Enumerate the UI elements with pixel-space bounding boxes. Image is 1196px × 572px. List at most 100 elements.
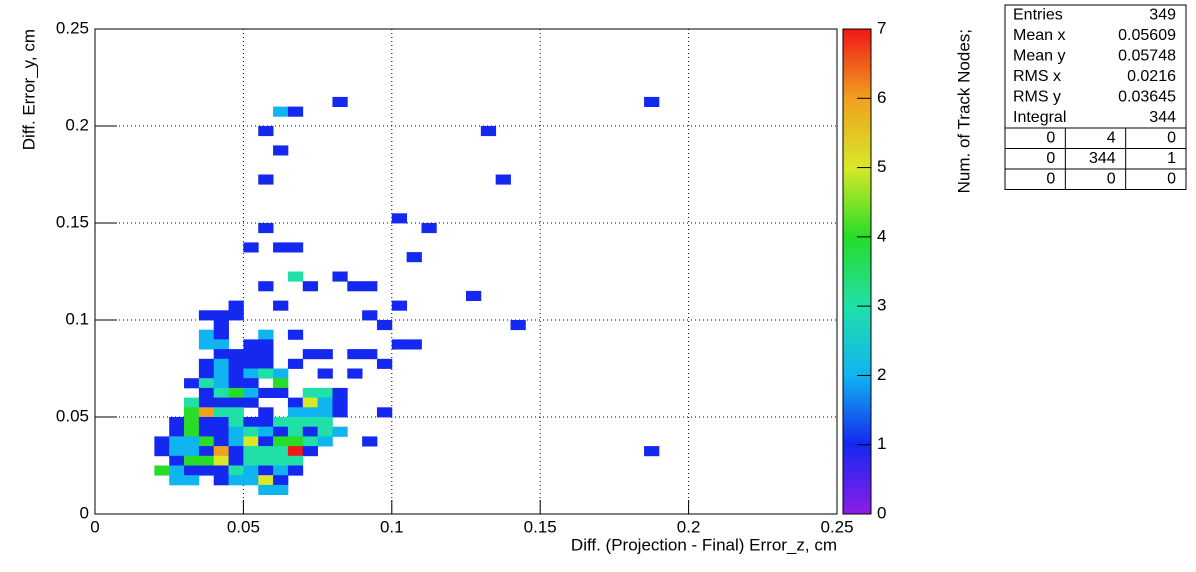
- heatmap-cell: [287, 329, 304, 340]
- heatmap-cell: [287, 407, 304, 418]
- heatmap-cell: [228, 358, 244, 369]
- heatmap-cell: [198, 329, 215, 340]
- heatmap-cell: [287, 426, 304, 437]
- heatmap-cell: [213, 368, 229, 379]
- heatmap-cell: [243, 446, 259, 457]
- heatmap-cell: [273, 426, 289, 437]
- z-tick-label: 2: [877, 365, 886, 384]
- heatmap-cell: [243, 426, 259, 437]
- heatmap-cell: [228, 475, 244, 486]
- heatmap-cell: [362, 281, 378, 292]
- heatmap-cell: [169, 417, 185, 428]
- x-axis-title: Diff. (Projection - Final) Error_z, cm: [571, 535, 837, 554]
- heatmap-cell: [228, 446, 244, 457]
- heatmap-cell: [213, 455, 229, 466]
- heatmap-cell: [228, 310, 244, 321]
- heatmap-cell: [184, 465, 200, 476]
- heatmap-cell: [273, 106, 289, 117]
- stats-cell: 0: [1107, 170, 1116, 187]
- heatmap-cell: [287, 106, 304, 117]
- stats-box: [1004, 4, 1187, 190]
- heatmap-cell: [273, 368, 289, 379]
- stats-value: 344: [1149, 109, 1176, 126]
- heatmap-cell: [258, 465, 274, 476]
- stats-cell: 1: [1167, 150, 1176, 167]
- heatmap-cell: [287, 242, 304, 253]
- heatmap-cell: [273, 465, 289, 476]
- stats-value: 0.05748: [1118, 47, 1176, 64]
- heatmap-cell: [273, 387, 289, 398]
- heatmap-cell: [421, 223, 437, 234]
- heatmap-cell: [258, 339, 274, 350]
- heatmap-cell: [287, 455, 304, 466]
- heatmap-cell: [228, 387, 244, 398]
- y-tick-label: 0.05: [56, 406, 89, 425]
- heatmap-cell: [213, 387, 229, 398]
- heatmap-cell: [243, 349, 259, 360]
- stats-value: 349: [1149, 6, 1176, 23]
- heatmap-cell: [362, 349, 378, 360]
- heatmap-cell: [273, 436, 289, 447]
- heatmap-cell: [273, 455, 289, 466]
- heatmap-cell: [317, 417, 333, 428]
- heatmap-cell: [184, 475, 200, 486]
- heatmap-cell: [154, 446, 170, 457]
- heatmap-cell: [169, 455, 185, 466]
- heatmap-cell: [287, 446, 304, 457]
- heatmap-cell: [258, 455, 274, 466]
- heatmap-cell: [213, 339, 229, 350]
- heatmap-cell: [258, 223, 274, 234]
- heatmap-cell: [243, 368, 259, 379]
- heatmap-cell: [198, 397, 215, 408]
- heatmap-cell: [213, 320, 229, 331]
- heatmap-cell: [406, 252, 422, 263]
- heatmap-cell: [510, 320, 526, 331]
- heatmap-cell: [317, 387, 333, 398]
- z-tick-label: 1: [877, 434, 886, 453]
- heatmap-cell: [198, 358, 215, 369]
- heatmap-cell: [228, 378, 244, 389]
- heatmap-cell: [258, 329, 274, 340]
- heatmap-cell: [317, 426, 333, 437]
- heatmap-cell: [644, 446, 660, 457]
- heatmap-cell: [228, 436, 244, 447]
- x-tick-label: 0.2: [677, 517, 701, 536]
- heatmap-cell: [154, 465, 170, 476]
- heatmap-cell: [332, 407, 348, 418]
- heatmap-cell: [243, 387, 259, 398]
- heatmap-cell: [302, 407, 318, 418]
- heatmap-cell: [213, 378, 229, 389]
- heatmap-cell: [347, 349, 363, 360]
- heatmap-cell: [213, 475, 229, 486]
- heatmap-cell: [213, 349, 229, 360]
- heatmap-cell: [317, 436, 333, 447]
- heatmap-cell: [317, 349, 333, 360]
- z-tick-label: 3: [877, 296, 886, 315]
- stats-cell: 0: [1167, 170, 1176, 187]
- heatmap-cell: [184, 417, 200, 428]
- heatmap-cell: [243, 397, 259, 408]
- heatmap-cell: [302, 446, 318, 457]
- heatmap-cell: [213, 436, 229, 447]
- heatmap-cell: [273, 300, 289, 311]
- heatmap-cell: [258, 349, 274, 360]
- heatmap-cell: [184, 378, 200, 389]
- heatmap-cell: [184, 407, 200, 418]
- heatmap-cell: [169, 465, 185, 476]
- x-tick-label: 0.1: [380, 517, 404, 536]
- y-axis-title: Diff. Error_y, cm: [19, 29, 38, 150]
- stats-cell: 4: [1107, 129, 1116, 146]
- heatmap-cell: [243, 378, 259, 389]
- heatmap-cell: [184, 436, 200, 447]
- plot-frame: [94, 28, 838, 515]
- heatmap-cell: [228, 455, 244, 466]
- y-tick-label: 0: [80, 503, 89, 522]
- heatmap-cell: [391, 300, 408, 311]
- heatmap-cell: [213, 310, 229, 321]
- heatmap-cell: [243, 465, 259, 476]
- heatmap-cell: [154, 436, 170, 447]
- heatmap-cell: [376, 407, 393, 418]
- stats-label: RMS x: [1013, 68, 1061, 85]
- heatmap-cell: [273, 145, 289, 156]
